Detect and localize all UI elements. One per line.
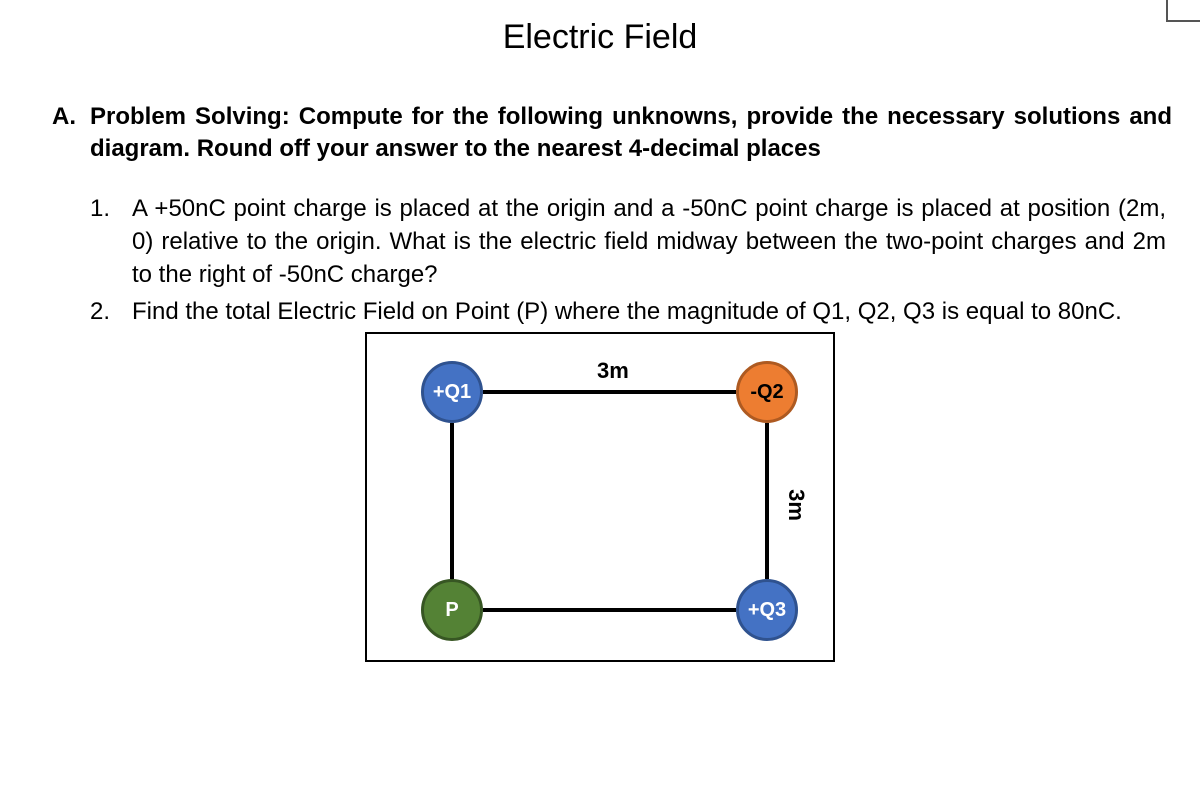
edge-q2-q3 — [765, 423, 769, 579]
problem-2: 2. Find the total Electric Field on Poin… — [90, 295, 1172, 328]
edge-p-q3 — [483, 608, 736, 612]
problem-2-text: Find the total Electric Field on Point (… — [132, 295, 1172, 328]
edge-label-q2-q3: 3m — [783, 489, 809, 521]
section-text: Problem Solving: Compute for the followi… — [90, 101, 1172, 166]
section-a: A. Problem Solving: Compute for the foll… — [28, 101, 1172, 166]
node-p: P — [421, 579, 483, 641]
problem-1: 1. A +50nC point charge is placed at the… — [90, 192, 1172, 291]
page-title: Electric Field — [28, 18, 1172, 57]
node-q1: +Q1 — [421, 361, 483, 423]
problem-2-number: 2. — [90, 295, 132, 328]
node-q2: -Q2 — [736, 361, 798, 423]
problem-1-number: 1. — [90, 192, 132, 291]
corner-mark — [1166, 0, 1200, 22]
edge-q1-q2 — [483, 390, 736, 394]
problem-1-text: A +50nC point charge is placed at the or… — [132, 192, 1172, 291]
charge-diagram: 3m 3m +Q1 -Q2 +Q3 P — [365, 332, 835, 662]
page: Electric Field A. Problem Solving: Compu… — [0, 0, 1200, 804]
section-letter: A. — [28, 101, 90, 166]
edge-q1-p — [450, 423, 454, 579]
diagram-container: 3m 3m +Q1 -Q2 +Q3 P — [28, 332, 1172, 662]
edge-label-q1-q2: 3m — [597, 358, 629, 384]
node-q3: +Q3 — [736, 579, 798, 641]
problem-list: 1. A +50nC point charge is placed at the… — [28, 192, 1172, 328]
